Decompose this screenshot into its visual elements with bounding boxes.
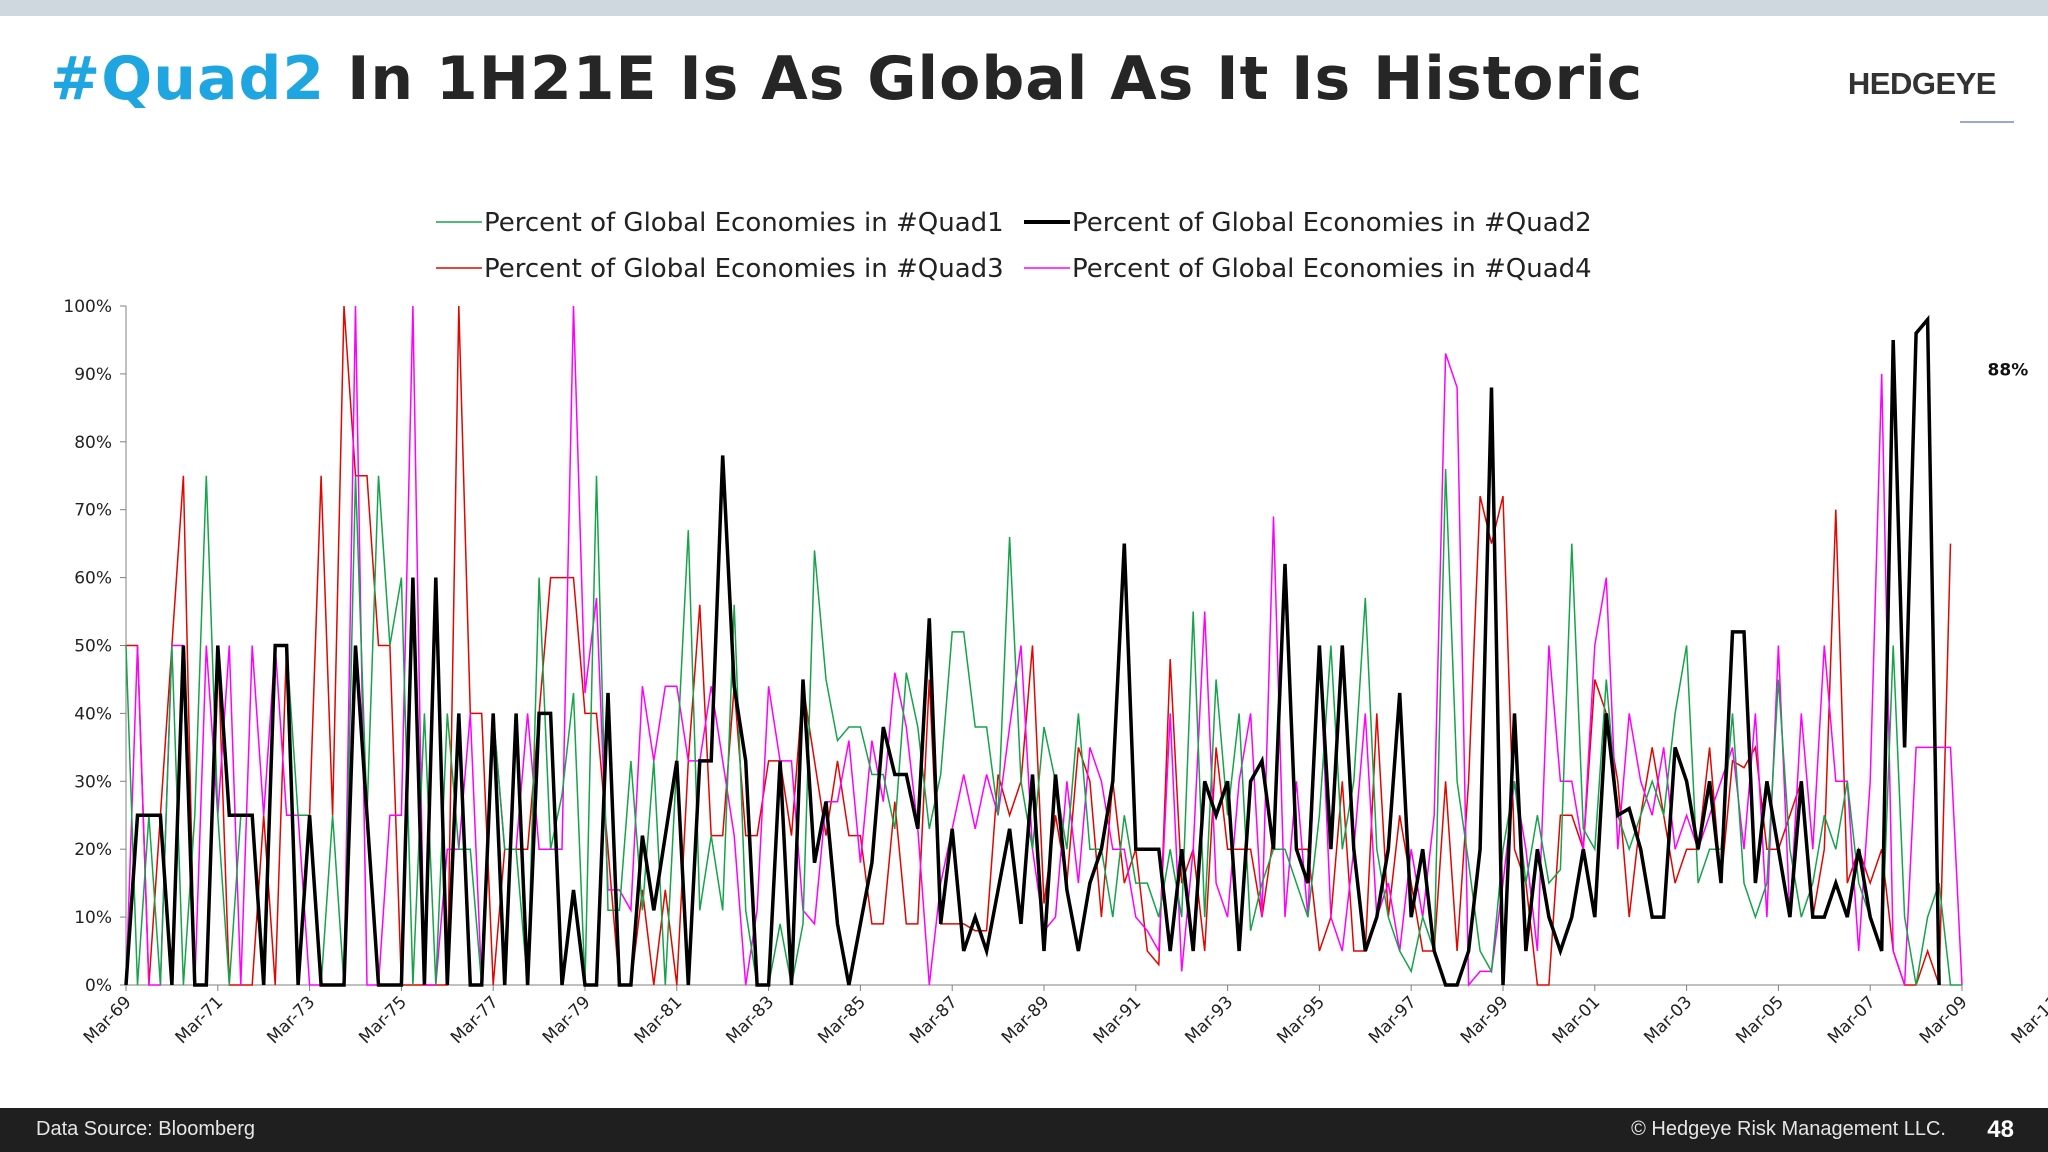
y-tick-label: 60%: [74, 569, 112, 589]
x-tick-label: Mar-11: [2008, 992, 2048, 1048]
x-tick-label: Mar-79: [539, 992, 595, 1048]
logo-underline: [1960, 121, 2014, 123]
x-tick-label: Mar-73: [263, 992, 319, 1048]
x-tick-label: Mar-71: [172, 992, 228, 1048]
slide-title: #Quad2 In 1H21E Is As Global As It Is Hi…: [50, 44, 1643, 114]
x-tick-label: Mar-99: [1457, 992, 1513, 1048]
series-layer: [124, 305, 1963, 988]
legend-label-1: Percent of Global Economies in #Quad1: [484, 208, 1004, 238]
y-tick-label: 80%: [74, 433, 112, 453]
annotation-label: 88%: [1988, 360, 2029, 380]
annotation-layer: 88%52%96%98%: [1988, 360, 2029, 380]
top-strip: [0, 0, 2048, 16]
title-accent: #Quad2: [50, 44, 326, 114]
x-tick-label: Mar-91: [1090, 992, 1146, 1048]
hedgeye-logo: HEDGEYE: [1847, 66, 1997, 101]
y-tick-label: 0%: [85, 976, 112, 996]
x-tick-label: Mar-69: [80, 992, 136, 1048]
series-quad1: [125, 468, 1962, 986]
legend-label-3: Percent of Global Economies in #Quad3: [484, 254, 1004, 284]
x-tick-label: Mar-07: [1824, 992, 1880, 1048]
x-tick-label: Mar-87: [906, 992, 962, 1048]
legend-label-4: Percent of Global Economies in #Quad4: [1072, 254, 1592, 284]
y-tick-label: 20%: [74, 840, 112, 860]
x-tick-label: Mar-75: [355, 992, 411, 1048]
x-tick-label: Mar-97: [1365, 992, 1421, 1048]
copyright: © Hedgeye Risk Management LLC.: [1631, 1118, 1946, 1140]
x-axis: Mar-69 Mar-71 Mar-73 Mar-75 Mar-77 Mar-79 Mar-…: [80, 984, 2048, 1048]
x-tick-label: Mar-89: [998, 992, 1054, 1048]
x-tick-label: Mar-03: [1640, 992, 1696, 1048]
data-source: Data Source: Bloomberg: [36, 1118, 256, 1140]
footer-bar: Data Source: Bloomberg © Hedgeye Risk Ma…: [0, 1108, 2048, 1152]
y-axis: 0% 10% 20% 30% 40% 50% 60% 70% 80% 90% 100%: [63, 297, 127, 996]
x-tick-label: Mar-93: [1181, 992, 1237, 1048]
quad-chart: Percent of Global Economies in #Quad1 Per…: [63, 208, 2048, 1048]
y-tick-label: 10%: [74, 908, 112, 928]
x-tick-label: Mar-83: [722, 992, 778, 1048]
x-tick-label: Mar-01: [1549, 992, 1605, 1048]
y-tick-label: 70%: [74, 501, 112, 521]
y-tick-label: 90%: [74, 365, 112, 385]
y-tick-label: 30%: [74, 772, 112, 792]
y-tick-label: 40%: [74, 704, 112, 724]
y-tick-label: 50%: [74, 637, 112, 657]
chart-legend: Percent of Global Economies in #Quad1 Per…: [436, 208, 1592, 284]
series-quad2: [124, 314, 1941, 987]
title-rest: In 1H21E Is As Global As It Is Historic: [325, 44, 1644, 114]
page-number: 48: [1987, 1116, 2014, 1143]
x-tick-label: Mar-95: [1273, 992, 1329, 1048]
x-tick-label: Mar-09: [1916, 992, 1972, 1048]
x-tick-label: Mar-05: [1732, 992, 1788, 1048]
x-tick-label: Mar-85: [814, 992, 870, 1048]
legend-label-2: Percent of Global Economies in #Quad2: [1072, 208, 1592, 238]
x-tick-label: Mar-77: [447, 992, 503, 1048]
x-tick-label: Mar-81: [631, 992, 687, 1048]
y-tick-label: 100%: [63, 297, 112, 317]
